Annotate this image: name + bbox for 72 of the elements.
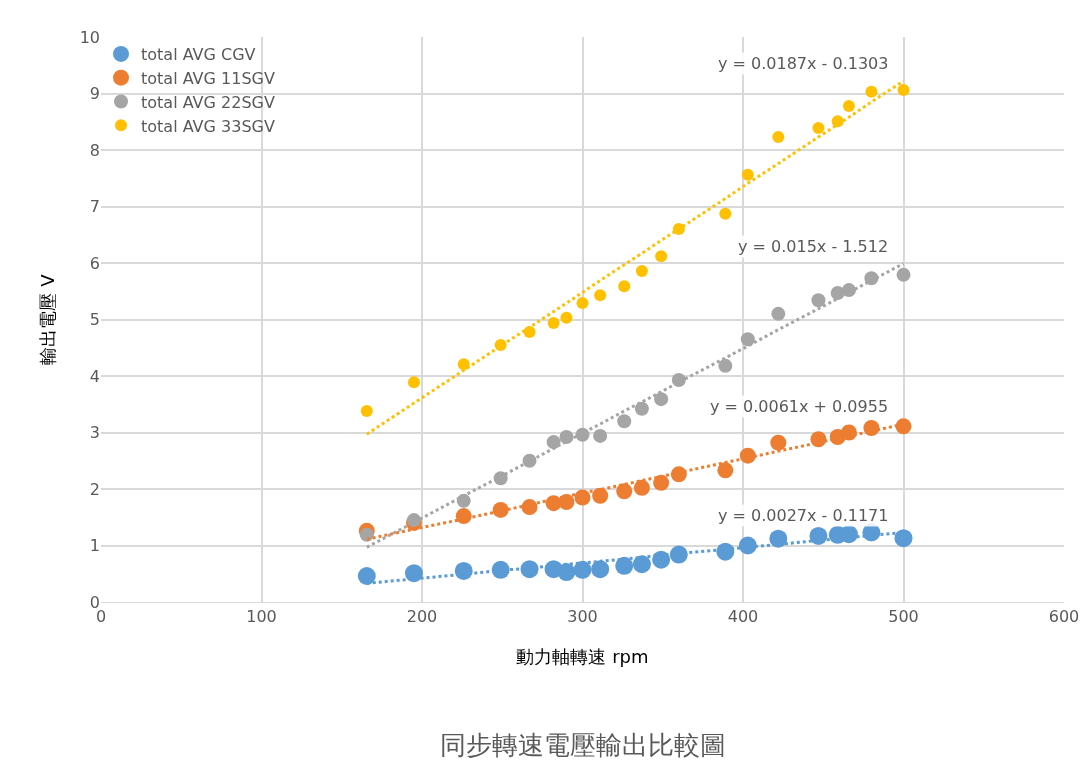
- point: [616, 483, 633, 500]
- point: [718, 358, 733, 373]
- point: [635, 264, 648, 277]
- point: [560, 311, 573, 324]
- point: [547, 316, 560, 329]
- x-tick-label: 100: [246, 607, 277, 627]
- point: [894, 529, 913, 548]
- y-tick-label: 1: [89, 536, 100, 556]
- point: [741, 168, 754, 181]
- y-tick-label: 6: [89, 253, 100, 273]
- x-tick-label: 200: [406, 607, 438, 627]
- legend-label: total AVG 33SGV: [141, 116, 275, 136]
- point: [896, 267, 911, 282]
- line-series: [365, 79, 905, 436]
- point: [591, 560, 610, 579]
- y-tick-label: 8: [89, 140, 100, 160]
- point: [772, 131, 785, 143]
- y-tick-label: 9: [89, 84, 100, 104]
- point: [357, 567, 376, 585]
- point: [633, 479, 650, 496]
- y-tick-label: 3: [89, 423, 100, 443]
- point: [740, 332, 755, 347]
- point: [897, 84, 910, 97]
- x-tick-label: 600: [1048, 607, 1080, 627]
- x-tick-label: 300: [567, 607, 598, 627]
- legend-label: total AVG 22SGV: [141, 92, 275, 112]
- point: [719, 207, 732, 220]
- point: [865, 85, 878, 98]
- line-series: [365, 262, 905, 549]
- annotation: y = 0.0027x - 0.1171: [718, 506, 889, 525]
- point: [842, 99, 855, 112]
- point: [811, 293, 826, 308]
- point: [770, 434, 787, 451]
- point: [895, 418, 912, 435]
- point: [360, 405, 373, 418]
- y-tick-label: 5: [89, 310, 100, 330]
- point: [592, 487, 609, 504]
- y-axis-title: 輸出電壓 V: [36, 273, 58, 365]
- point: [653, 474, 670, 491]
- point: [634, 401, 649, 416]
- point: [457, 358, 470, 371]
- point: [576, 297, 589, 310]
- x-tick-label: 400: [727, 607, 759, 627]
- point: [593, 428, 608, 443]
- point: [407, 376, 420, 389]
- point: [771, 306, 786, 321]
- point: [618, 280, 631, 293]
- x-tick-label: 500: [888, 607, 919, 627]
- point: [654, 392, 669, 407]
- annotation: y = 0.0061x + 0.0955: [710, 397, 889, 416]
- point: [557, 563, 576, 582]
- text: 同步轉速電壓輸出比較圖: [440, 730, 726, 760]
- y-tick-label: 7: [89, 197, 100, 217]
- legend-label: total AVG CGV: [141, 45, 256, 65]
- annotation: y = 0.0187x - 0.1303: [718, 54, 889, 73]
- point: [632, 555, 651, 574]
- point: [812, 121, 825, 134]
- point: [404, 564, 423, 583]
- y-tick-label: 2: [89, 479, 100, 499]
- point: [655, 250, 668, 263]
- point: [617, 414, 632, 429]
- point: [594, 289, 607, 302]
- point: [615, 556, 634, 575]
- y-tick-label: 10: [79, 27, 100, 47]
- point: [717, 462, 734, 479]
- point: [359, 527, 374, 542]
- legend-label: total AVG 11SGV: [141, 68, 275, 88]
- point: [573, 560, 592, 579]
- point: [809, 526, 828, 545]
- annotation: y = 0.015x - 1.512: [738, 237, 889, 256]
- x-axis-title: 動力軸轉速 rpm: [516, 646, 649, 668]
- y-tick-label: 4: [89, 366, 100, 386]
